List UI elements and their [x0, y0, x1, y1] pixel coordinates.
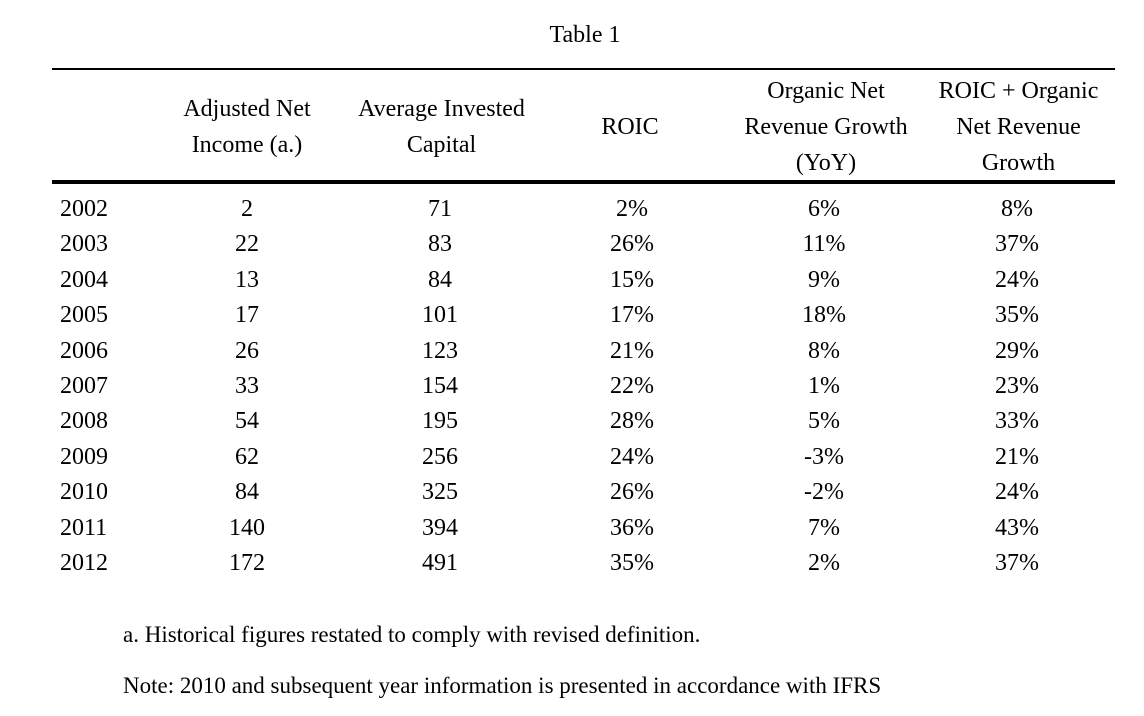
cell-organic-net-revenue-growth: 11% [802, 231, 846, 258]
table-row: 2009 62 256 24% -3% 21% [52, 440, 1115, 475]
cell-organic-net-revenue-growth: 2% [808, 549, 840, 576]
table-row: 2011 140 394 36% 7% 43% [52, 511, 1115, 546]
cell-adjusted-net-income: 172 [229, 549, 265, 576]
cell-organic-net-revenue-growth: -2% [804, 479, 844, 506]
cell-roic-plus-organic-growth: 33% [995, 408, 1039, 435]
table-row: 2010 84 325 26% -2% 24% [52, 475, 1115, 510]
cell-organic-net-revenue-growth: 8% [808, 337, 840, 364]
cell-roic: 17% [610, 302, 654, 329]
cell-year: 2010 [60, 479, 108, 506]
cell-average-invested-capital: 195 [422, 408, 458, 435]
cell-roic-plus-organic-growth: 29% [995, 337, 1039, 364]
cell-roic-plus-organic-growth: 35% [995, 302, 1039, 329]
cell-average-invested-capital: 101 [422, 302, 458, 329]
cell-average-invested-capital: 256 [422, 443, 458, 470]
cell-adjusted-net-income: 54 [235, 408, 259, 435]
table-body: 2002 2 71 2% 6% 8% 2003 22 83 26% 11% 37% 2004 13 84 15… [52, 192, 1115, 581]
cell-year: 2006 [60, 337, 108, 364]
cell-roic-plus-organic-growth: 8% [1001, 196, 1033, 222]
cell-roic: 22% [610, 372, 654, 399]
cell-organic-net-revenue-growth: -3% [804, 443, 844, 470]
footnote-note: Note: 2010 and subsequent year informati… [123, 673, 882, 698]
cell-average-invested-capital: 491 [422, 549, 458, 576]
cell-adjusted-net-income: 13 [235, 266, 259, 293]
cell-organic-net-revenue-growth: 9% [808, 266, 840, 293]
table-title: Table 1 [549, 22, 621, 48]
header-average-invested-capital: Average Invested Capital [358, 96, 525, 158]
cell-roic: 26% [610, 231, 654, 258]
cell-roic: 28% [610, 408, 654, 435]
cell-year: 2012 [60, 549, 108, 576]
table-row: 2002 2 71 2% 6% 8% [52, 192, 1115, 227]
table-row: 2012 172 491 35% 2% 37% [52, 546, 1115, 581]
cell-year: 2003 [60, 231, 108, 258]
header-roic-plus-organic-growth: ROIC + Organic Net Revenue Growth [938, 78, 1099, 176]
cell-roic: 2% [616, 196, 648, 222]
cell-adjusted-net-income: 84 [235, 479, 259, 506]
cell-organic-net-revenue-growth: 1% [808, 372, 840, 399]
cell-organic-net-revenue-growth: 6% [808, 196, 840, 222]
table-row: 2008 54 195 28% 5% 33% [52, 404, 1115, 439]
cell-roic-plus-organic-growth: 37% [995, 549, 1039, 576]
table-header-row: Adjusted Net Income (a.) Average Investe… [52, 74, 1115, 180]
header-organic-net-revenue-growth: Organic Net Revenue Growth (YoY) [744, 78, 908, 176]
cell-adjusted-net-income: 140 [229, 514, 265, 541]
cell-year: 2004 [60, 266, 108, 293]
table-header-rule [52, 180, 1115, 184]
table-row: 2003 22 83 26% 11% 37% [52, 227, 1115, 262]
cell-roic: 35% [610, 549, 654, 576]
cell-average-invested-capital: 325 [422, 479, 458, 506]
cell-roic-plus-organic-growth: 21% [995, 443, 1039, 470]
cell-year: 2007 [60, 372, 108, 399]
cell-adjusted-net-income: 26 [235, 337, 259, 364]
cell-roic: 36% [610, 514, 654, 541]
cell-roic: 15% [610, 266, 654, 293]
cell-roic-plus-organic-growth: 37% [995, 231, 1039, 258]
cell-year: 2005 [60, 302, 108, 329]
footnote-a: a. Historical figures restated to comply… [123, 622, 701, 647]
cell-roic: 24% [610, 443, 654, 470]
cell-roic-plus-organic-growth: 23% [995, 372, 1039, 399]
cell-year: 2009 [60, 443, 108, 470]
cell-average-invested-capital: 394 [422, 514, 458, 541]
cell-organic-net-revenue-growth: 5% [808, 408, 840, 435]
cell-year: 2011 [60, 514, 108, 541]
cell-year: 2008 [60, 408, 108, 435]
cell-average-invested-capital: 83 [428, 231, 452, 258]
cell-average-invested-capital: 84 [428, 266, 452, 293]
cell-roic: 21% [610, 337, 654, 364]
cell-organic-net-revenue-growth: 7% [808, 514, 840, 541]
cell-roic: 26% [610, 479, 654, 506]
header-adjusted-net-income: Adjusted Net Income (a.) [183, 96, 311, 158]
cell-roic-plus-organic-growth: 24% [995, 266, 1039, 293]
cell-adjusted-net-income: 33 [235, 372, 259, 399]
table-row: 2004 13 84 15% 9% 24% [52, 263, 1115, 298]
cell-roic-plus-organic-growth: 43% [995, 514, 1039, 541]
header-roic: ROIC [601, 114, 659, 140]
cell-year: 2002 [60, 196, 108, 222]
cell-organic-net-revenue-growth: 18% [802, 302, 846, 329]
cell-average-invested-capital: 71 [428, 196, 452, 222]
cell-roic-plus-organic-growth: 24% [995, 479, 1039, 506]
cell-adjusted-net-income: 22 [235, 231, 259, 258]
table-row: 2007 33 154 22% 1% 23% [52, 369, 1115, 404]
table-top-rule [52, 68, 1115, 70]
cell-adjusted-net-income: 2 [241, 196, 253, 222]
cell-adjusted-net-income: 17 [235, 302, 259, 329]
cell-average-invested-capital: 154 [422, 372, 458, 399]
table-row: 2005 17 101 17% 18% 35% [52, 298, 1115, 333]
table-row: 2006 26 123 21% 8% 29% [52, 334, 1115, 369]
header-year [52, 74, 122, 180]
cell-average-invested-capital: 123 [422, 337, 458, 364]
cell-adjusted-net-income: 62 [235, 443, 259, 470]
